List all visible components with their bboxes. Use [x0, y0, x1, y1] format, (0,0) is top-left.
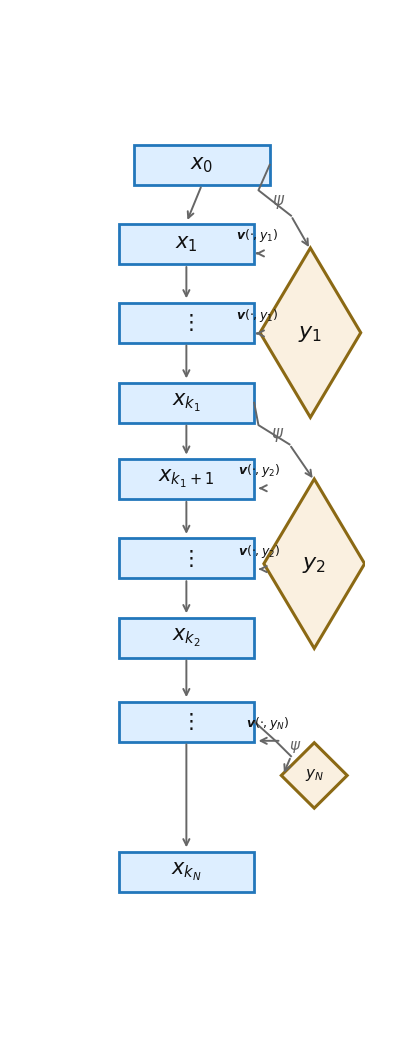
Text: $\vdots$: $\vdots$	[179, 312, 193, 333]
Text: $\boldsymbol{v}(\cdot, y_2)$: $\boldsymbol{v}(\cdot, y_2)$	[237, 462, 279, 479]
Text: $y_2$: $y_2$	[301, 552, 326, 575]
Text: $\boldsymbol{v}(\cdot, y_N)$: $\boldsymbol{v}(\cdot, y_N)$	[245, 714, 289, 731]
Text: $\vdots$: $\vdots$	[179, 548, 193, 569]
Text: $\vdots$: $\vdots$	[179, 711, 193, 732]
FancyBboxPatch shape	[118, 225, 254, 264]
Text: $\boldsymbol{v}(\cdot, y_2)$: $\boldsymbol{v}(\cdot, y_2)$	[237, 543, 279, 560]
Polygon shape	[259, 248, 360, 417]
Text: $x_{k_N}$: $x_{k_N}$	[171, 861, 201, 883]
Text: $x_{k_1}$: $x_{k_1}$	[172, 392, 200, 414]
Text: $x_{k_2}$: $x_{k_2}$	[172, 626, 200, 649]
FancyBboxPatch shape	[118, 852, 254, 891]
FancyBboxPatch shape	[118, 539, 254, 578]
Text: $y_1$: $y_1$	[298, 321, 322, 343]
Text: $\psi$: $\psi$	[288, 739, 300, 755]
FancyBboxPatch shape	[118, 303, 254, 343]
FancyBboxPatch shape	[134, 145, 269, 185]
Text: $y_N$: $y_N$	[304, 768, 323, 783]
Text: $\psi$: $\psi$	[270, 426, 283, 444]
Text: $x_0$: $x_0$	[190, 155, 213, 175]
Text: $\boldsymbol{v}(\cdot, y_1)$: $\boldsymbol{v}(\cdot, y_1)$	[235, 307, 278, 324]
Text: $x_1$: $x_1$	[175, 234, 197, 254]
Polygon shape	[281, 743, 346, 808]
Text: $\psi$: $\psi$	[272, 192, 285, 211]
FancyBboxPatch shape	[118, 383, 254, 423]
FancyBboxPatch shape	[118, 702, 254, 742]
Text: $x_{k_1+1}$: $x_{k_1+1}$	[158, 468, 214, 490]
FancyBboxPatch shape	[118, 618, 254, 657]
FancyBboxPatch shape	[118, 459, 254, 499]
Text: $\boldsymbol{v}(\cdot, y_1)$: $\boldsymbol{v}(\cdot, y_1)$	[235, 227, 278, 244]
Polygon shape	[263, 479, 364, 648]
